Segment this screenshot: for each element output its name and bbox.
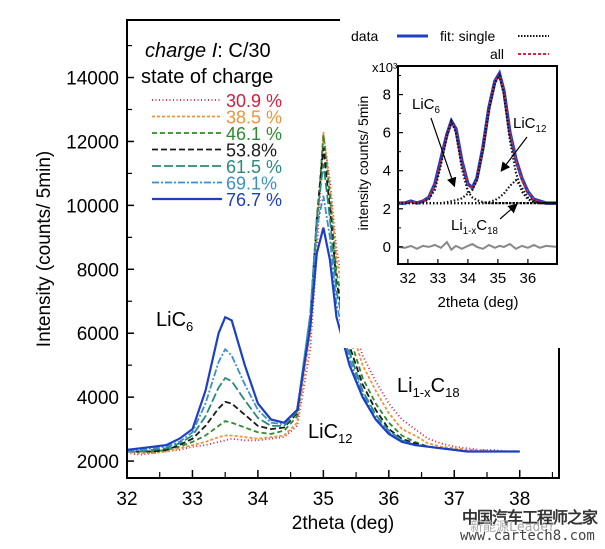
inset-y-tick-label: 4 xyxy=(383,163,391,180)
inset-x-tick-label: 33 xyxy=(430,270,447,287)
subscript: 18 xyxy=(487,226,498,237)
inset-arrow-lic6 xyxy=(430,117,457,188)
inset-y-multiplier: x10³ xyxy=(372,60,398,75)
subscript: 12 xyxy=(338,431,352,446)
subscript: 6 xyxy=(435,105,440,116)
watermark-line1: 中国汽车工程师之家 xyxy=(462,508,598,527)
inset-label-lic12: LiC12 xyxy=(513,115,546,135)
inset-x-tick-label: 32 xyxy=(400,270,417,287)
charge-title-italic: charge I xyxy=(145,40,218,62)
inset-series-residual xyxy=(397,240,558,252)
watermark-line2: 新能源Leader xyxy=(470,520,556,535)
inset-y-tick-label: 8 xyxy=(383,87,391,104)
charge-title-rest: : C/30 xyxy=(217,40,270,62)
y-tick-label: 8000 xyxy=(77,260,119,281)
legend-label: 53.8% xyxy=(226,141,277,161)
series-line-538 xyxy=(127,147,520,453)
legend-label: 76.7 % xyxy=(226,190,282,210)
inset-y-axis-label: intensity counts/ 5min xyxy=(355,96,371,231)
x-tick-label: 32 xyxy=(116,489,137,510)
x-tick-label: 35 xyxy=(313,489,334,510)
inset-label-li1-xc18: Li1-xC18 xyxy=(451,217,498,237)
text-part: Li xyxy=(451,217,463,234)
legend-label: 69.1% xyxy=(226,174,277,194)
legend-label: 30.9 % xyxy=(226,91,282,111)
inset-plot-frame xyxy=(397,65,558,265)
inset-series-fit-single-lic12 xyxy=(398,72,557,205)
main-series-group xyxy=(126,131,520,456)
x-tick-label: 36 xyxy=(378,489,399,510)
inset-x-axis-label: 2theta (deg) xyxy=(438,294,519,311)
inset-y-tick-label: 0 xyxy=(383,239,391,256)
inset-y-axis: 0 2 4 6 8 xyxy=(383,75,403,256)
text-part: C xyxy=(476,217,487,234)
y-tick-label: 4000 xyxy=(77,388,119,409)
y-tick-label: 10000 xyxy=(66,196,119,217)
state-of-charge-label: state of charge xyxy=(141,66,273,88)
y-tick-label: 6000 xyxy=(77,324,119,345)
text-part: C xyxy=(431,375,445,397)
legend-label: 46.1 % xyxy=(226,124,282,144)
y-tick-label: 2000 xyxy=(77,452,119,473)
series-line-767 xyxy=(126,227,520,453)
main-x-axis: 32 33 34 35 36 37 38 xyxy=(116,470,554,510)
charge-title: charge I: C/30 xyxy=(145,40,271,62)
watermark-line3: www.cartech8.com xyxy=(460,528,595,544)
text-part: LiC xyxy=(156,309,186,331)
inset-legend-label-data: data xyxy=(351,28,378,44)
inset-series-group xyxy=(397,69,558,252)
main-y-axis: 2000 4000 6000 8000 10000 12000 14000 xyxy=(66,44,134,473)
inset-legend: data fit: single all xyxy=(351,28,549,62)
subscript: 1-x xyxy=(463,226,477,237)
x-tick-label: 37 xyxy=(444,489,465,510)
inset-x-tick-label: 34 xyxy=(460,270,477,287)
label-lic12: LiC12 xyxy=(308,421,352,446)
inset-y-tick-label: 6 xyxy=(383,125,391,142)
main-legend: 30.9 %38.5 %46.1 %53.8%61.5 %69.1%76.7 % xyxy=(152,91,282,210)
subscript: 12 xyxy=(536,124,547,135)
x-tick-label: 38 xyxy=(509,489,530,510)
legend-label: 61.5 % xyxy=(226,157,282,177)
inset-arrow-li1-xc18 xyxy=(499,203,518,220)
inset-series-fit-single-lic6 xyxy=(398,117,557,205)
text-part: LiC xyxy=(308,421,338,443)
inset-x-tick-label: 36 xyxy=(520,270,537,287)
y-tick-label: 14000 xyxy=(66,69,119,90)
label-li1-xc18: Li1-xC18 xyxy=(397,375,460,400)
inset-arrow-lic12 xyxy=(500,136,528,172)
inset-series-fit-all xyxy=(398,72,557,204)
text-part: LiC xyxy=(513,115,536,132)
inset-plot: data fit: single all 32 33 34 35 36 0 2 4 6 8 x10³… xyxy=(340,18,560,348)
subscript: 6 xyxy=(186,319,193,334)
main-y-axis-label: Intensity (counts/ 5min) xyxy=(34,151,55,347)
series-line-615 xyxy=(127,163,520,453)
inset-x-axis: 32 33 34 35 36 xyxy=(400,259,537,287)
inset-x-tick-label: 35 xyxy=(490,270,507,287)
text-part: Li xyxy=(397,375,413,397)
text-part: LiC xyxy=(412,96,435,113)
subscript: 18 xyxy=(445,385,459,400)
inset-label-lic6: LiC6 xyxy=(412,96,440,116)
inset-legend-label-fit-single: fit: single xyxy=(440,28,495,44)
subscript: 1-x xyxy=(413,385,432,400)
x-tick-label: 34 xyxy=(247,489,269,510)
inset-y-tick-label: 2 xyxy=(383,201,391,218)
label-lic6: LiC6 xyxy=(156,309,193,334)
y-tick-label: 12000 xyxy=(66,132,119,153)
inset-legend-label-all: all xyxy=(490,46,504,62)
x-tick-label: 33 xyxy=(182,489,203,510)
main-x-axis-label: 2theta (deg) xyxy=(292,513,394,534)
legend-label: 38.5 % xyxy=(226,108,282,128)
